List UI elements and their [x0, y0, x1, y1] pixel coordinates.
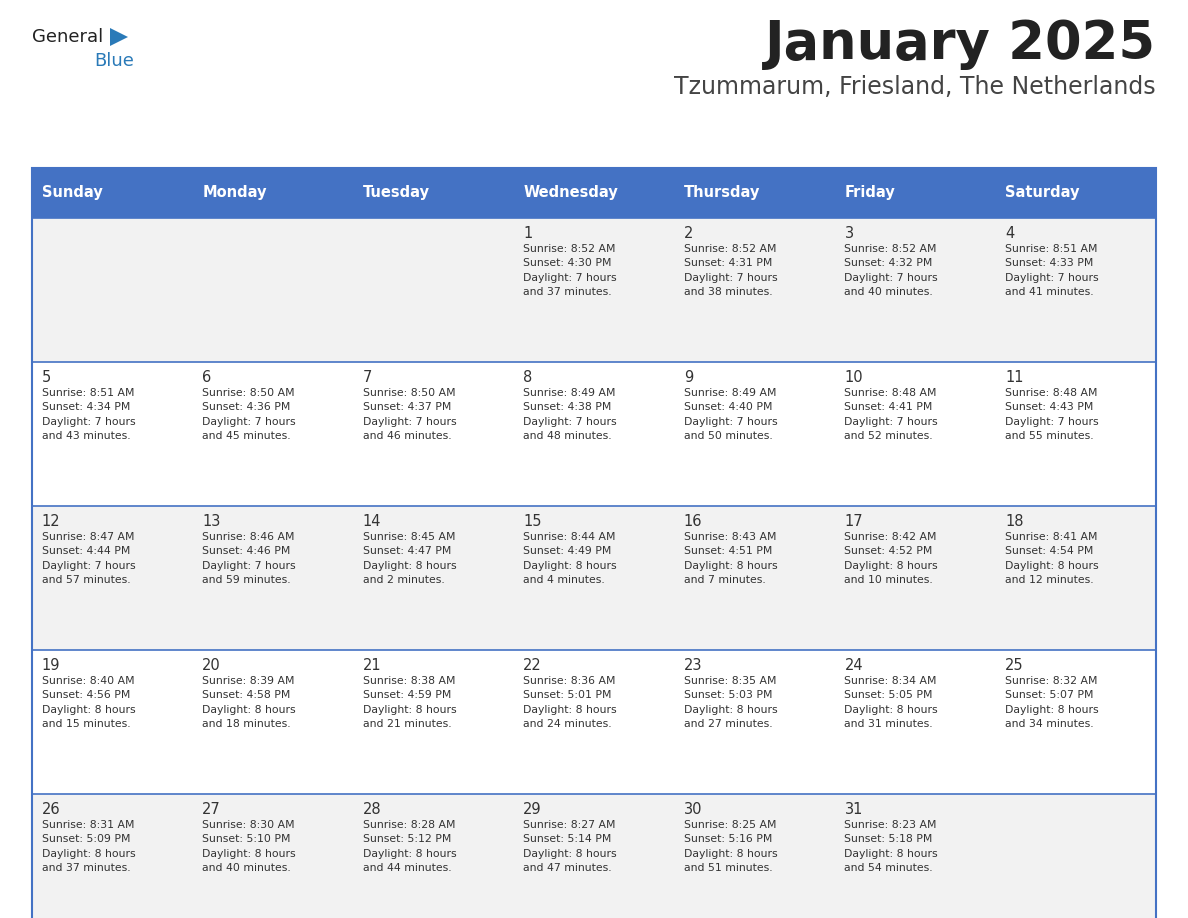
Text: Sunrise: 8:52 AM
Sunset: 4:30 PM
Daylight: 7 hours
and 37 minutes.: Sunrise: 8:52 AM Sunset: 4:30 PM Dayligh…	[524, 244, 617, 297]
Bar	[32, 218, 1156, 362]
Text: Sunrise: 8:43 AM
Sunset: 4:51 PM
Daylight: 8 hours
and 7 minutes.: Sunrise: 8:43 AM Sunset: 4:51 PM Dayligh…	[684, 532, 777, 585]
Text: Thursday: Thursday	[684, 185, 760, 200]
Text: Saturday: Saturday	[1005, 185, 1080, 200]
Text: Sunday: Sunday	[42, 185, 102, 200]
Bar	[835, 168, 996, 218]
Text: Sunrise: 8:47 AM
Sunset: 4:44 PM
Daylight: 7 hours
and 57 minutes.: Sunrise: 8:47 AM Sunset: 4:44 PM Dayligh…	[42, 532, 135, 585]
Text: 26: 26	[42, 802, 61, 817]
Text: 23: 23	[684, 658, 702, 673]
Text: 29: 29	[524, 802, 542, 817]
Text: Sunrise: 8:49 AM
Sunset: 4:40 PM
Daylight: 7 hours
and 50 minutes.: Sunrise: 8:49 AM Sunset: 4:40 PM Dayligh…	[684, 388, 777, 442]
Bar	[192, 168, 353, 218]
Bar	[513, 168, 675, 218]
Text: 5: 5	[42, 370, 51, 385]
Text: 28: 28	[362, 802, 381, 817]
Text: Sunrise: 8:39 AM
Sunset: 4:58 PM
Daylight: 8 hours
and 18 minutes.: Sunrise: 8:39 AM Sunset: 4:58 PM Dayligh…	[202, 676, 296, 729]
Text: 25: 25	[1005, 658, 1024, 673]
Text: Sunrise: 8:44 AM
Sunset: 4:49 PM
Daylight: 8 hours
and 4 minutes.: Sunrise: 8:44 AM Sunset: 4:49 PM Dayligh…	[524, 532, 617, 585]
Bar	[353, 168, 513, 218]
Text: 2: 2	[684, 226, 694, 241]
Text: Sunrise: 8:32 AM
Sunset: 5:07 PM
Daylight: 8 hours
and 34 minutes.: Sunrise: 8:32 AM Sunset: 5:07 PM Dayligh…	[1005, 676, 1099, 729]
Bar	[32, 650, 1156, 794]
Text: 20: 20	[202, 658, 221, 673]
Text: Sunrise: 8:52 AM
Sunset: 4:31 PM
Daylight: 7 hours
and 38 minutes.: Sunrise: 8:52 AM Sunset: 4:31 PM Dayligh…	[684, 244, 777, 297]
Text: 30: 30	[684, 802, 702, 817]
Text: 22: 22	[524, 658, 542, 673]
Text: 21: 21	[362, 658, 381, 673]
Text: Sunrise: 8:48 AM
Sunset: 4:43 PM
Daylight: 7 hours
and 55 minutes.: Sunrise: 8:48 AM Sunset: 4:43 PM Dayligh…	[1005, 388, 1099, 442]
Text: Sunrise: 8:27 AM
Sunset: 5:14 PM
Daylight: 8 hours
and 47 minutes.: Sunrise: 8:27 AM Sunset: 5:14 PM Dayligh…	[524, 820, 617, 873]
Text: Blue: Blue	[94, 52, 134, 70]
Text: 7: 7	[362, 370, 372, 385]
Text: January 2025: January 2025	[765, 18, 1156, 70]
Text: Tzummarum, Friesland, The Netherlands: Tzummarum, Friesland, The Netherlands	[675, 75, 1156, 99]
Text: Sunrise: 8:30 AM
Sunset: 5:10 PM
Daylight: 8 hours
and 40 minutes.: Sunrise: 8:30 AM Sunset: 5:10 PM Dayligh…	[202, 820, 296, 873]
Text: 15: 15	[524, 514, 542, 529]
Text: 8: 8	[524, 370, 532, 385]
Text: 4: 4	[1005, 226, 1015, 241]
Text: 3: 3	[845, 226, 854, 241]
Text: Sunrise: 8:34 AM
Sunset: 5:05 PM
Daylight: 8 hours
and 31 minutes.: Sunrise: 8:34 AM Sunset: 5:05 PM Dayligh…	[845, 676, 939, 729]
Bar	[32, 506, 1156, 650]
Bar	[32, 168, 192, 218]
Text: 14: 14	[362, 514, 381, 529]
Text: Sunrise: 8:51 AM
Sunset: 4:34 PM
Daylight: 7 hours
and 43 minutes.: Sunrise: 8:51 AM Sunset: 4:34 PM Dayligh…	[42, 388, 135, 442]
Text: Sunrise: 8:28 AM
Sunset: 5:12 PM
Daylight: 8 hours
and 44 minutes.: Sunrise: 8:28 AM Sunset: 5:12 PM Dayligh…	[362, 820, 456, 873]
Bar	[675, 168, 835, 218]
Text: Sunrise: 8:48 AM
Sunset: 4:41 PM
Daylight: 7 hours
and 52 minutes.: Sunrise: 8:48 AM Sunset: 4:41 PM Dayligh…	[845, 388, 939, 442]
Text: Sunrise: 8:36 AM
Sunset: 5:01 PM
Daylight: 8 hours
and 24 minutes.: Sunrise: 8:36 AM Sunset: 5:01 PM Dayligh…	[524, 676, 617, 729]
Text: Sunrise: 8:45 AM
Sunset: 4:47 PM
Daylight: 8 hours
and 2 minutes.: Sunrise: 8:45 AM Sunset: 4:47 PM Dayligh…	[362, 532, 456, 585]
Text: Tuesday: Tuesday	[362, 185, 430, 200]
Bar	[32, 362, 1156, 506]
Text: Wednesday: Wednesday	[524, 185, 618, 200]
Text: Sunrise: 8:38 AM
Sunset: 4:59 PM
Daylight: 8 hours
and 21 minutes.: Sunrise: 8:38 AM Sunset: 4:59 PM Dayligh…	[362, 676, 456, 729]
Text: 10: 10	[845, 370, 864, 385]
Text: 11: 11	[1005, 370, 1024, 385]
Text: Friday: Friday	[845, 185, 896, 200]
Text: 31: 31	[845, 802, 862, 817]
Text: Sunrise: 8:40 AM
Sunset: 4:56 PM
Daylight: 8 hours
and 15 minutes.: Sunrise: 8:40 AM Sunset: 4:56 PM Dayligh…	[42, 676, 135, 729]
Text: 18: 18	[1005, 514, 1024, 529]
Text: Sunrise: 8:46 AM
Sunset: 4:46 PM
Daylight: 7 hours
and 59 minutes.: Sunrise: 8:46 AM Sunset: 4:46 PM Dayligh…	[202, 532, 296, 585]
Text: Monday: Monday	[202, 185, 266, 200]
Text: Sunrise: 8:50 AM
Sunset: 4:36 PM
Daylight: 7 hours
and 45 minutes.: Sunrise: 8:50 AM Sunset: 4:36 PM Dayligh…	[202, 388, 296, 442]
Text: 1: 1	[524, 226, 532, 241]
Text: Sunrise: 8:35 AM
Sunset: 5:03 PM
Daylight: 8 hours
and 27 minutes.: Sunrise: 8:35 AM Sunset: 5:03 PM Dayligh…	[684, 676, 777, 729]
Text: 16: 16	[684, 514, 702, 529]
Text: 13: 13	[202, 514, 221, 529]
Text: Sunrise: 8:42 AM
Sunset: 4:52 PM
Daylight: 8 hours
and 10 minutes.: Sunrise: 8:42 AM Sunset: 4:52 PM Dayligh…	[845, 532, 939, 585]
Text: Sunrise: 8:52 AM
Sunset: 4:32 PM
Daylight: 7 hours
and 40 minutes.: Sunrise: 8:52 AM Sunset: 4:32 PM Dayligh…	[845, 244, 939, 297]
Text: 27: 27	[202, 802, 221, 817]
Text: 12: 12	[42, 514, 61, 529]
Bar	[996, 168, 1156, 218]
Text: Sunrise: 8:50 AM
Sunset: 4:37 PM
Daylight: 7 hours
and 46 minutes.: Sunrise: 8:50 AM Sunset: 4:37 PM Dayligh…	[362, 388, 456, 442]
Text: 6: 6	[202, 370, 211, 385]
Text: Sunrise: 8:51 AM
Sunset: 4:33 PM
Daylight: 7 hours
and 41 minutes.: Sunrise: 8:51 AM Sunset: 4:33 PM Dayligh…	[1005, 244, 1099, 297]
Text: Sunrise: 8:49 AM
Sunset: 4:38 PM
Daylight: 7 hours
and 48 minutes.: Sunrise: 8:49 AM Sunset: 4:38 PM Dayligh…	[524, 388, 617, 442]
Text: Sunrise: 8:41 AM
Sunset: 4:54 PM
Daylight: 8 hours
and 12 minutes.: Sunrise: 8:41 AM Sunset: 4:54 PM Dayligh…	[1005, 532, 1099, 585]
Text: 9: 9	[684, 370, 693, 385]
Text: Sunrise: 8:25 AM
Sunset: 5:16 PM
Daylight: 8 hours
and 51 minutes.: Sunrise: 8:25 AM Sunset: 5:16 PM Dayligh…	[684, 820, 777, 873]
Text: Sunrise: 8:31 AM
Sunset: 5:09 PM
Daylight: 8 hours
and 37 minutes.: Sunrise: 8:31 AM Sunset: 5:09 PM Dayligh…	[42, 820, 135, 873]
Bar	[32, 794, 1156, 918]
Text: 17: 17	[845, 514, 864, 529]
Text: 24: 24	[845, 658, 864, 673]
Text: Sunrise: 8:23 AM
Sunset: 5:18 PM
Daylight: 8 hours
and 54 minutes.: Sunrise: 8:23 AM Sunset: 5:18 PM Dayligh…	[845, 820, 939, 873]
Bar	[32, 168, 1156, 918]
Polygon shape	[110, 28, 128, 46]
Text: 19: 19	[42, 658, 61, 673]
Text: General: General	[32, 28, 103, 46]
